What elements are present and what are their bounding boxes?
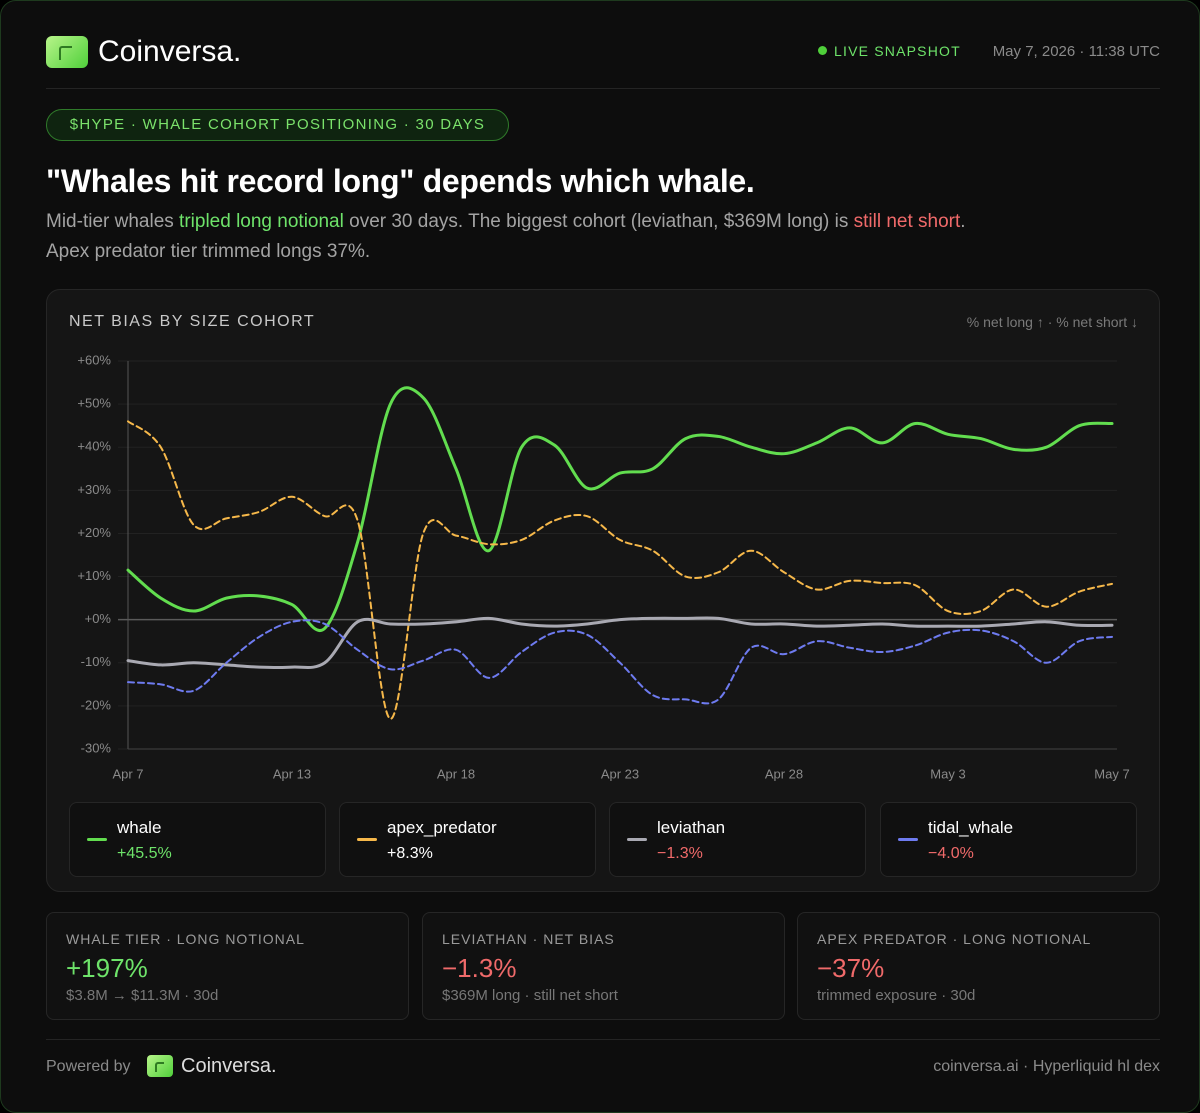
legend-name: whale [117, 818, 162, 837]
x-tick-label: May 7 [1094, 766, 1129, 781]
y-tick-label: +60% [77, 352, 111, 367]
series-line [126, 616, 1114, 669]
chart: -30% -20% -10% +0% +10% +20% +30% +40% +50% +60% A… [77, 352, 1129, 781]
highlight: tripled long notional [179, 211, 344, 232]
legend-value: −1.3% [657, 845, 703, 862]
y-tick-label: +50% [77, 396, 111, 411]
legend-value: +8.3% [387, 845, 433, 862]
footer-brand: Coinversa. [181, 1055, 277, 1077]
legend-value: −4.0% [928, 845, 974, 862]
live-dot [818, 46, 827, 55]
summary-text: Apex predator tier trimmed longs 37%. [46, 241, 371, 262]
x-tick-label: Apr 7 [112, 766, 143, 781]
timestamp: May 7, 2026 · 11:38 UTC [992, 43, 1160, 60]
tag: $HYPE · WHALE COHORT POSITIONING · 30 DA… [46, 109, 509, 141]
summary-text: over 30 days. The biggest cohort (leviat… [343, 211, 854, 232]
powered-by: Powered by [46, 1058, 131, 1075]
x-tick-label: Apr 13 [273, 766, 311, 781]
x-tick-label: Apr 28 [765, 766, 803, 781]
series-line [126, 386, 1114, 632]
divider [46, 88, 1160, 89]
x-tick-label: Apr 23 [601, 766, 639, 781]
divider [46, 1039, 1160, 1040]
y-tick-label: +10% [77, 568, 111, 583]
chart-panel [46, 289, 1160, 892]
stat-note: $369M long · still net short [442, 987, 618, 1004]
stat-label: APEX PREDATOR · LONG NOTIONAL [817, 931, 1092, 947]
legend-swatch [627, 838, 647, 841]
x-tick-label: May 3 [930, 766, 965, 781]
stat-note: $3.8M → $11.3M · 30d [66, 987, 219, 1004]
y-tick-label: -10% [81, 654, 112, 669]
logo-icon [46, 36, 88, 68]
chart-title: NET BIAS BY SIZE COHORT [69, 313, 316, 330]
y-tick-label: +20% [77, 525, 111, 540]
stat-label: LEVIATHAN · NET BIAS [442, 931, 615, 947]
y-tick-label: +0% [85, 611, 112, 626]
legend-swatch [357, 838, 377, 841]
footer-source: coinversa.ai · Hyperliquid hl dex [933, 1058, 1160, 1075]
stat-value: +197% [66, 953, 148, 983]
legend-item: tidal_whale −4.0% [880, 802, 1137, 877]
legend-swatch [87, 838, 107, 841]
y-tick-label: +40% [77, 439, 111, 454]
series-line [127, 619, 1113, 705]
headline: "Whales hit record long" depends which w… [46, 163, 755, 199]
summary: Mid-tier whales tripled long notional ov… [46, 207, 966, 267]
series-line [127, 420, 1113, 720]
legend-name: tidal_whale [928, 818, 1014, 837]
legend-item: whale +45.5% [69, 802, 326, 877]
stat-card: WHALE TIER · LONG NOTIONAL +197% $3.8M → $… [46, 912, 409, 1020]
stat-value: −1.3% [442, 953, 517, 983]
y-tick-label: -30% [81, 740, 112, 755]
legend-item: apex_predator +8.3% [339, 802, 596, 877]
axis-note: % net long ↑ · % net short ↓ [966, 314, 1138, 330]
summary-text: Mid-tier whales [46, 211, 180, 232]
stat-label: WHALE TIER · LONG NOTIONAL [66, 931, 305, 947]
y-tick-label: -20% [81, 697, 112, 712]
status: LIVE SNAPSHOT [834, 43, 961, 59]
stat-value: −37% [817, 953, 885, 983]
logo-icon [147, 1055, 173, 1077]
y-tick-label: +30% [77, 482, 111, 497]
stat-note: trimmed exposure · 30d [817, 987, 976, 1004]
stat-card: APEX PREDATOR · LONG NOTIONAL −37% trimmed… [797, 912, 1160, 1020]
stat-card: LEVIATHAN · NET BIAS −1.3% $369M long · st… [422, 912, 785, 1020]
summary-text: . [960, 211, 966, 232]
highlight: still net short [853, 211, 961, 232]
legend-swatch [898, 838, 918, 841]
brand: Coinversa. [98, 35, 242, 68]
legend-name: leviathan [657, 818, 726, 837]
legend-item: leviathan −1.3% [609, 802, 866, 877]
legend-value: +45.5% [117, 845, 172, 862]
legend-name: apex_predator [387, 818, 497, 837]
x-tick-label: Apr 18 [437, 766, 475, 781]
